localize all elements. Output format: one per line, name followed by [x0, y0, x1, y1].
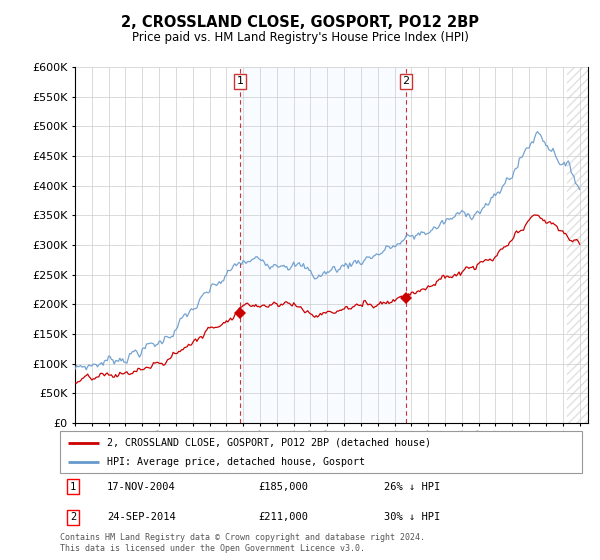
Text: HPI: Average price, detached house, Gosport: HPI: Average price, detached house, Gosp…: [107, 457, 365, 467]
Text: 2: 2: [402, 76, 409, 86]
Text: Contains HM Land Registry data © Crown copyright and database right 2024.
This d: Contains HM Land Registry data © Crown c…: [60, 533, 425, 553]
Bar: [241, 67, 406, 423]
Text: 1: 1: [237, 76, 244, 86]
Text: 2, CROSSLAND CLOSE, GOSPORT, PO12 2BP (detached house): 2, CROSSLAND CLOSE, GOSPORT, PO12 2BP (d…: [107, 438, 431, 448]
Text: 26% ↓ HPI: 26% ↓ HPI: [383, 482, 440, 492]
Text: 30% ↓ HPI: 30% ↓ HPI: [383, 512, 440, 522]
Text: 2, CROSSLAND CLOSE, GOSPORT, PO12 2BP: 2, CROSSLAND CLOSE, GOSPORT, PO12 2BP: [121, 15, 479, 30]
Bar: [567, 67, 588, 423]
Text: £185,000: £185,000: [259, 482, 308, 492]
Text: 1: 1: [70, 482, 76, 492]
Text: £211,000: £211,000: [259, 512, 308, 522]
Text: 24-SEP-2014: 24-SEP-2014: [107, 512, 176, 522]
Text: 17-NOV-2004: 17-NOV-2004: [107, 482, 176, 492]
Text: Price paid vs. HM Land Registry's House Price Index (HPI): Price paid vs. HM Land Registry's House …: [131, 31, 469, 44]
Text: 2: 2: [70, 512, 76, 522]
FancyBboxPatch shape: [60, 431, 582, 473]
